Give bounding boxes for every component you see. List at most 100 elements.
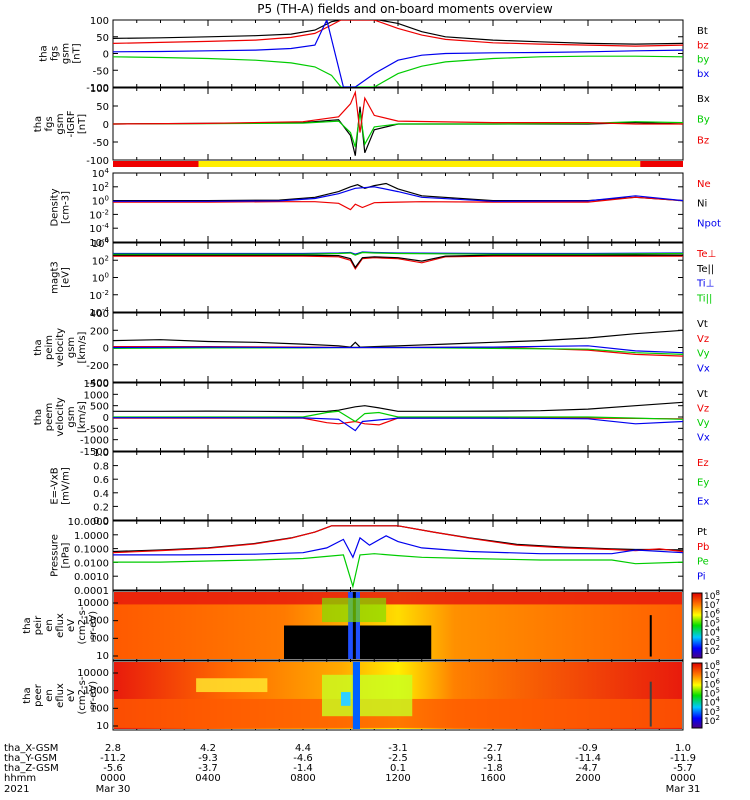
y-tick-label: 50: [96, 33, 109, 44]
legend-entry: Vt: [697, 319, 708, 330]
y-axis-title-line: peir: [33, 615, 44, 635]
series-line-Npot: [113, 186, 683, 202]
panel-frame: [112, 660, 684, 731]
y-tick-label: -1500: [80, 447, 109, 458]
mode-bar: [113, 161, 683, 167]
legend-entry: Bz: [697, 135, 709, 146]
y-tick-label: 1500: [84, 379, 109, 390]
y-axis-title-line: [nT]: [77, 114, 88, 134]
y-axis-title-line: en: [44, 689, 55, 702]
series-line-by: [113, 55, 683, 87]
panel-peim_velocity: 400 200 0 -200 -400 Vt Vz Vy Vx tha peim velocity gs…: [33, 309, 710, 389]
series-line-Vx: [113, 417, 683, 432]
y-axis-title-line: (cm2-s-: [77, 676, 88, 714]
y-axis-title: tha peer en eflux eV (cm2-s-sr-eV): [22, 676, 99, 714]
x-axis-tick-label: -11.2: [100, 753, 126, 764]
series-line-Pb: [113, 525, 683, 554]
legend-entry: bx: [697, 69, 709, 80]
y-tick-label: -100: [86, 156, 109, 167]
legend-entry: Vx: [697, 363, 710, 374]
x-axis-tick-label: 0800: [290, 773, 315, 784]
y-tick-label: 0.2: [93, 502, 109, 513]
x-axis-tick-label: 0000: [100, 773, 125, 784]
legend-entry: Te||: [696, 264, 714, 275]
y-axis-title-line: [cm-3]: [61, 191, 72, 224]
legend-entry: Pi: [697, 571, 706, 582]
y-tick-label: 0: [103, 120, 109, 131]
series-line-Bt: [113, 20, 683, 45]
legend-entry: Bt: [697, 26, 708, 37]
y-tick-label: -1000: [80, 436, 109, 447]
series-line-Vz: [113, 417, 683, 426]
y-tick-label: 1000: [84, 616, 109, 627]
y-axis-title: Density [cm-3]: [50, 188, 72, 226]
y-tick-label: -500: [86, 424, 109, 435]
x-axis-tick-label: -3.7: [198, 763, 218, 774]
y-axis-title-line: sr-eV): [88, 611, 99, 640]
y-axis-title-line: Pressure: [50, 534, 61, 577]
legend-entry: Pb: [697, 542, 709, 553]
y-axis-title-line: peem: [44, 403, 55, 431]
x-axis-tick-label: -1.4: [293, 763, 313, 774]
y-tick-label: 0.0001: [74, 586, 109, 597]
legend-entry: Ey: [697, 477, 709, 488]
series-line-Vt: [113, 329, 683, 348]
y-axis-title-line: Density: [50, 188, 61, 226]
y-axis-title-line: sr-eV): [88, 681, 99, 710]
legend-entry: Pt: [697, 527, 707, 538]
spectrogram-band: [114, 592, 682, 605]
y-axis-title: tha peim velocity gsm [km/s]: [33, 328, 88, 367]
x-axis-tick-label: 1200: [385, 773, 410, 784]
y-axis-title-line: [eV]: [61, 267, 72, 288]
y-tick-label: 200: [90, 326, 109, 337]
panel-fgs_gsm_bg: 100 50 0 -50 -100 Bx By Bz tha fgs gsm -IGRF [nT]: [33, 84, 710, 167]
y-tick-label: 1000: [84, 686, 109, 697]
y-tick-label: 0.0010: [74, 572, 109, 583]
x-axis-tick-label: -4.7: [578, 763, 598, 774]
colorbar: [691, 662, 703, 729]
y-tick-label: 10.0000: [68, 517, 109, 528]
series-line-Bz: [113, 89, 683, 133]
series-line-Vt: [113, 401, 683, 413]
y-tick-label: 10-4: [89, 222, 109, 235]
y-tick-label: 100: [90, 16, 109, 27]
y-tick-label: -50: [93, 138, 109, 149]
y-axis-title-line: eflux: [55, 613, 66, 638]
series-line-Vx: [113, 345, 683, 354]
spectrogram-band: [322, 597, 387, 623]
x-axis-tick-label: 2000: [575, 773, 600, 784]
y-tick-label: -200: [86, 361, 109, 372]
y-axis-title: Pressure [nPa]: [50, 534, 72, 577]
y-axis-title: tha peem velocity gsm [km/s]: [33, 397, 88, 436]
y-axis-title-line: gsm: [66, 406, 77, 427]
y-axis-title-line: tha: [22, 617, 33, 633]
series-line-Pt: [113, 525, 683, 553]
y-tick-label: 102: [92, 254, 109, 267]
y-axis-title-line: gsm: [55, 113, 66, 134]
mode-bar-segment: [113, 161, 199, 167]
legend-entry: Vy: [697, 418, 710, 429]
panel-frame: [112, 19, 684, 88]
series-line-Pe: [113, 553, 683, 589]
y-axis-title-line: tha: [33, 339, 44, 355]
y-axis-title-line: fgs: [50, 46, 61, 61]
y-tick-label: 0.0: [93, 516, 109, 527]
series-line-Te||: [113, 254, 683, 269]
spectrogram-band: [341, 692, 351, 706]
y-axis-title-line: eV: [66, 689, 77, 702]
y-axis-title-line: eV: [66, 619, 77, 632]
figure-title: P5 (TH-A) fields and on-board moments ov…: [257, 2, 553, 16]
x-axis-tick-label: -2.5: [388, 753, 408, 764]
legend-entry: bz: [697, 40, 709, 51]
x-axis-tick-label: Mar 30: [96, 784, 131, 795]
legend-entry: Vz: [697, 334, 709, 345]
x-axis-tick-label: -11.4: [575, 753, 601, 764]
x-axis-tick-label: -5.6: [103, 763, 123, 774]
panel-frame: [112, 451, 684, 521]
y-axis-title-line: [km/s]: [77, 401, 88, 433]
y-tick-label: -400: [86, 378, 109, 389]
x-axis-tick-label: -11.9: [670, 753, 696, 764]
